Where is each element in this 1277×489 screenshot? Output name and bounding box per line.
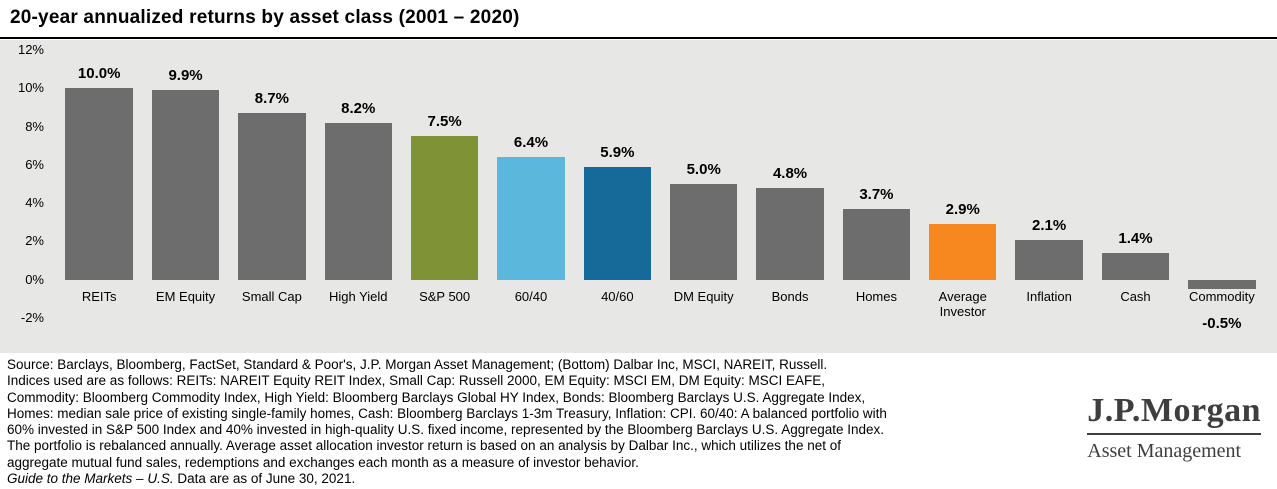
value-label-small-cap: 8.7%: [254, 90, 289, 108]
value-label-average-investor: 2.9%: [945, 201, 980, 219]
bar-dm-equity: [670, 184, 738, 280]
category-label-high-yield: High Yield: [328, 288, 388, 304]
bar-commodity: [1188, 279, 1256, 290]
chart-title: 20-year annualized returns by asset clas…: [10, 7, 520, 28]
bar-slot-s-p-500: 7.5% S&P 500: [401, 50, 487, 318]
source-line-8: Guide to the Markets – U.S. Data are as …: [7, 471, 887, 487]
bar-slot-inflation: 2.1% Inflation: [1006, 50, 1092, 318]
bar-slot-cash: 1.4% Cash: [1092, 50, 1178, 318]
source-line-3: Commodity: Bloomberg Commodity Index, Hi…: [7, 389, 866, 405]
jpmorgan-logo: J.P.Morgan Asset Management: [1087, 392, 1261, 463]
y-axis-label-6: 6%: [25, 156, 44, 172]
bar-slot-40-60: 5.9% 40/60: [574, 50, 660, 318]
category-label-commodity: Commodity: [1188, 288, 1255, 304]
bar-slot-bonds: 4.8% Bonds: [747, 50, 833, 318]
chart-background: 12% 10% 8% 6% 4% 2% 0% -2% 10.0% REITs 9.9% EM Equ…: [0, 40, 1277, 353]
value-label-s-p-500: 7.5%: [427, 113, 462, 131]
value-label-homes: 3.7%: [859, 185, 894, 203]
y-axis: 12% 10% 8% 6% 4% 2% 0% -2%: [0, 40, 50, 353]
logo-subtitle: Asset Management: [1087, 440, 1242, 462]
bar-slot-high-yield: 8.2% High Yield: [315, 50, 401, 318]
value-label-commodity: -0.5%: [1202, 315, 1242, 333]
value-label-40-60: 5.9%: [600, 143, 635, 161]
category-label-small-cap: Small Cap: [241, 288, 302, 304]
category-label-bonds: Bonds: [771, 288, 809, 304]
source-line-5: 60% invested in S&P 500 Index and 40% in…: [7, 422, 885, 438]
source-line-4: Homes: median sale price of existing sin…: [7, 405, 887, 421]
title-divider: [0, 37, 1277, 39]
bar-small-cap: [238, 113, 306, 280]
y-axis-label-2: -2%: [20, 310, 44, 325]
bar-cash: [1101, 252, 1170, 280]
bar-slot-commodity: -0.5% Commodity: [1179, 50, 1265, 332]
y-axis-label-4: 4%: [25, 195, 44, 211]
category-label-homes: Homes: [855, 288, 897, 304]
bar-60-40: [497, 157, 565, 280]
source-line-7: aggregate mutual fund sales, redemptions…: [7, 454, 639, 470]
value-label-inflation: 2.1%: [1032, 216, 1067, 234]
bar-high-yield: [324, 122, 392, 280]
source-line-1: Source: Barclays, Bloomberg, FactSet, St…: [7, 357, 828, 372]
source-line-6: The portfolio is rebalanced annually. Av…: [7, 438, 841, 454]
category-label-cash: Cash: [1120, 288, 1151, 304]
plot-area: 10.0% REITs 9.9% EM Equity 8.7% Small Cap 8.2%…: [56, 50, 1265, 332]
bar-slot-reits: 10.0% REITs: [56, 50, 142, 318]
bar-slot-em-equity: 9.9% EM Equity: [142, 50, 228, 318]
source-notes: Source: Barclays, Bloomberg, FactSet, St…: [7, 357, 887, 487]
category-label-average-investor: Average Investor: [938, 288, 987, 319]
bar-em-equity: [151, 90, 220, 280]
bar-inflation: [1015, 239, 1083, 280]
bar-bonds: [756, 187, 824, 280]
source-line-2: Indices used are as follows: REITs: NARE…: [7, 373, 826, 389]
value-label-high-yield: 8.2%: [341, 99, 376, 117]
value-label-em-equity: 9.9%: [168, 67, 203, 85]
bar-slot-small-cap: 8.7% Small Cap: [229, 50, 315, 318]
bar-s-p-500: [410, 136, 479, 280]
logo-wordmark: J.P.Morgan: [1087, 392, 1261, 429]
bar-40-60: [583, 166, 651, 280]
value-label-bonds: 4.8%: [772, 164, 808, 182]
y-axis-label-10: 10%: [17, 80, 44, 96]
category-label-dm-equity: DM Equity: [673, 288, 734, 304]
category-label-40-60: 40/60: [601, 288, 634, 304]
y-axis-label-2: 2%: [25, 233, 44, 249]
bar-average-investor: [929, 224, 997, 280]
value-label-dm-equity: 5.0%: [686, 161, 721, 178]
value-label-reits: 10.0%: [77, 65, 121, 83]
bar-slot-dm-equity: 5.0% DM Equity: [661, 50, 747, 318]
guide-to-markets-label: Guide to the Markets – U.S.: [7, 471, 174, 487]
category-label-s-p-500: S&P 500: [419, 288, 471, 304]
bar-homes: [842, 208, 911, 280]
data-as-of-text: Data are as of June 30, 2021.: [173, 471, 356, 487]
bar-slot-60-40: 6.4% 60/40: [488, 50, 574, 318]
y-axis-label-8: 8%: [25, 118, 44, 134]
category-label-em-equity: EM Equity: [155, 288, 216, 304]
category-label-60-40: 60/40: [514, 288, 548, 304]
bar-slot-homes: 3.7% Homes: [833, 50, 919, 318]
value-label-60-40: 6.4%: [513, 134, 549, 152]
bar-reits: [65, 88, 133, 280]
y-axis-label-12: 12%: [17, 42, 44, 57]
y-axis-label-0: 0%: [25, 271, 44, 287]
category-label-reits: REITs: [81, 288, 117, 304]
category-label-inflation: Inflation: [1026, 288, 1072, 304]
value-label-cash: 1.4%: [1118, 229, 1153, 247]
logo-divider: [1087, 433, 1261, 435]
bar-slot-average-investor: 2.9% Average Investor: [920, 50, 1006, 319]
